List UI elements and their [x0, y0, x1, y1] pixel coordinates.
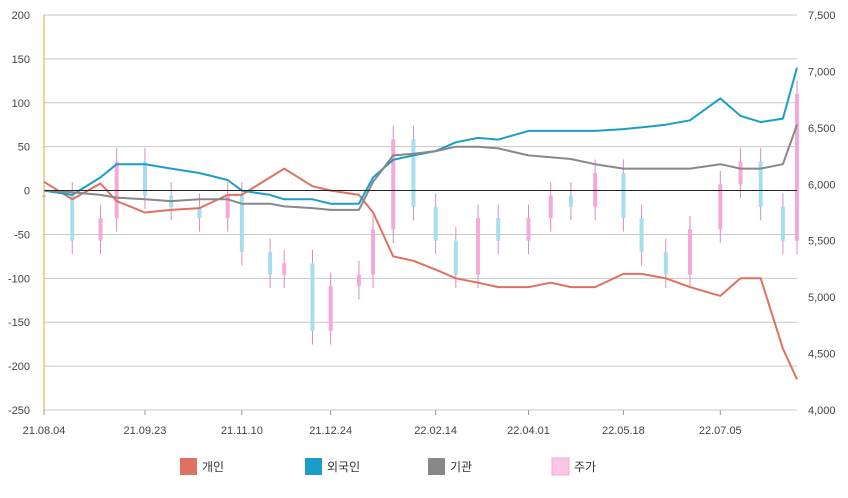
x-axis-ticks: 21.08.04 21.09.23 21.11.10 21.12.24 22.02.14… [23, 410, 742, 437]
grid-lines [44, 14, 797, 411]
price-candle [142, 161, 147, 196]
y-tick-label: -50 [14, 229, 30, 241]
y-tick-label: -100 [8, 273, 30, 285]
price-candle [328, 285, 333, 331]
legend-label: 개인 [202, 460, 224, 474]
price-candle [225, 195, 230, 219]
price-candle [688, 229, 693, 275]
price-candle [593, 173, 598, 207]
legend-swatch [180, 458, 197, 475]
series-lines [43, 67, 798, 380]
y-tick-label: -200 [8, 361, 30, 373]
legend: 개인 외국인 기관 주가 [180, 457, 596, 476]
price-candle [356, 274, 361, 286]
y2-tick-label: 6,500 [808, 123, 836, 135]
x-tick-label: 21.12.24 [309, 425, 352, 437]
y-tick-label: 100 [12, 98, 30, 110]
y-tick-label: 50 [18, 142, 30, 154]
price-candle [197, 206, 202, 219]
x-tick-label: 22.02.14 [414, 425, 457, 437]
price-candle [114, 161, 119, 219]
price-candle [621, 173, 626, 219]
price-candle [310, 263, 315, 331]
price-candle [738, 161, 743, 185]
y2-tick-label: 5,500 [808, 236, 836, 248]
left-axis-ticks: 200 150 100 50 0 -50 -100 -150 -200 -250 [8, 10, 30, 417]
legend-swatch [428, 458, 445, 475]
price-candle [568, 195, 573, 207]
price-candle [663, 252, 668, 275]
y2-tick-label: 7,000 [808, 66, 836, 78]
x-tick-label: 22.04.01 [507, 425, 550, 437]
price-candle [98, 218, 103, 241]
y2-tick-label: 4,000 [808, 405, 836, 417]
price-candle [548, 195, 553, 219]
y2-tick-label: 4,500 [808, 349, 836, 361]
y-tick-label: 0 [24, 186, 30, 198]
x-tick-label: 21.09.23 [124, 425, 167, 437]
x-tick-label: 22.05.18 [602, 425, 645, 437]
price-candle [391, 139, 396, 230]
price-candle [282, 263, 287, 275]
x-tick-label: 21.08.04 [23, 425, 66, 437]
legend-label: 외국인 [327, 460, 360, 474]
price-candle [718, 184, 723, 230]
price-candle [780, 206, 785, 241]
price-candle [453, 240, 458, 275]
legend-swatch [305, 458, 322, 475]
y2-tick-label: 5,000 [808, 292, 836, 304]
y-tick-label: -250 [8, 405, 30, 417]
price-candle [268, 252, 273, 275]
y-tick-label: 150 [12, 54, 30, 66]
series-line-2 [43, 124, 798, 211]
y2-tick-label: 6,000 [808, 179, 836, 191]
price-candle [526, 218, 531, 241]
series-line-0 [43, 167, 798, 380]
price-candle [758, 161, 763, 207]
price-candle [70, 195, 75, 241]
legend-label: 기관 [450, 460, 472, 474]
price-candle [411, 139, 416, 207]
price-candle [371, 229, 376, 275]
x-tick-label: 22.07.05 [699, 425, 742, 437]
legend-swatch [551, 457, 570, 476]
y-tick-label: -150 [8, 317, 30, 329]
price-candle [476, 218, 481, 275]
price-candle [496, 218, 501, 241]
y-tick-label: 200 [12, 10, 30, 22]
price-candles [42, 80, 799, 345]
right-axis-ticks: 7,500 7,000 6,500 6,000 5,500 5,000 4,500 4,000 [808, 10, 836, 417]
x-tick-label: 21.11.10 [221, 425, 263, 437]
price-candle [239, 195, 244, 252]
legend-label: 주가 [574, 460, 596, 474]
y2-tick-label: 7,500 [808, 10, 836, 22]
series-line-1 [43, 67, 798, 205]
price-candle [433, 206, 438, 241]
price-candle [639, 218, 644, 252]
price-candle [795, 94, 799, 241]
